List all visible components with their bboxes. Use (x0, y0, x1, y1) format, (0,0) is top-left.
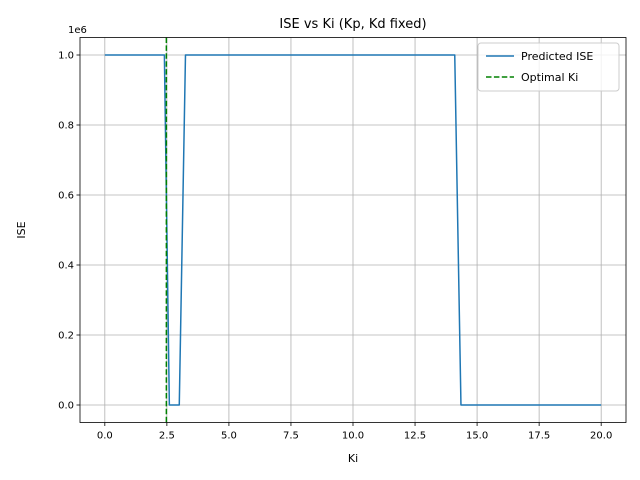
x-axis: 0.0 2.5 5.0 7.5 10.0 12.5 15.0 17.5 20.0 (97, 422, 612, 442)
x-tick-label: 12.5 (404, 431, 426, 442)
y-tick-label: 0.8 (58, 121, 74, 132)
x-tick-label: 0.0 (97, 431, 113, 442)
x-tick-label: 7.5 (283, 431, 299, 442)
y-tick-label: 1.0 (58, 51, 74, 62)
y-tick-label: 0.4 (58, 261, 74, 272)
x-tick-label: 17.5 (528, 431, 550, 442)
x-axis-label: Ki (348, 452, 358, 465)
legend-label-optimal-ki: Optimal Ki (521, 71, 578, 84)
chart-title: ISE vs Ki (Kp, Kd fixed) (279, 17, 426, 32)
y-axis: 0.0 0.2 0.4 0.6 0.8 1.0 (58, 51, 80, 412)
legend-label-predicted-ise: Predicted ISE (521, 50, 593, 63)
y-tick-label: 0.2 (58, 331, 74, 342)
y-axis-label: ISE (15, 221, 28, 238)
x-tick-label: 2.5 (159, 431, 175, 442)
legend-box (477, 42, 620, 92)
x-tick-label: 20.0 (590, 431, 612, 442)
x-tick-label: 5.0 (221, 431, 237, 442)
x-tick-label: 10.0 (342, 431, 364, 442)
y-tick-label: 0.0 (58, 401, 74, 412)
grid (80, 37, 626, 423)
plot-area (104, 37, 602, 423)
y-tick-label: 0.6 (58, 191, 74, 202)
legend: Predicted ISE Optimal Ki (477, 42, 620, 92)
series-line-predicted-ise (104, 54, 602, 406)
x-tick-label: 15.0 (466, 431, 488, 442)
y-offset-label: 1e6 (68, 25, 87, 36)
